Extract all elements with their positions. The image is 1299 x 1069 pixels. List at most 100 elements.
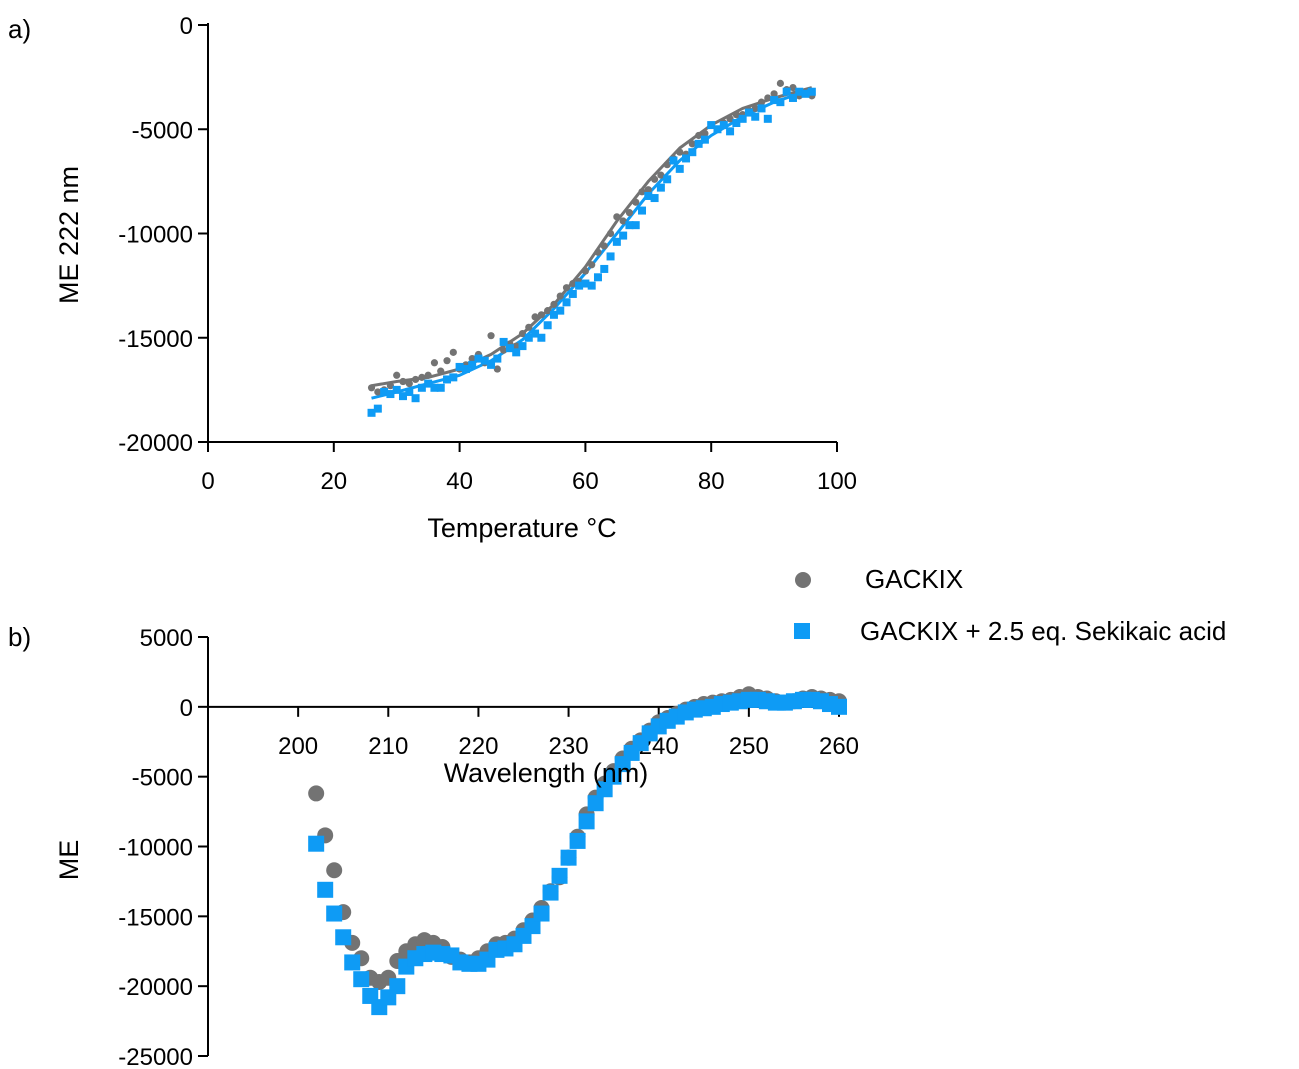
legend-square-marker bbox=[794, 623, 810, 639]
panel-b-x-tick-label: 250 bbox=[729, 733, 769, 760]
panel-a-x-axis-title: Temperature °C bbox=[427, 513, 616, 543]
legend-label-gackix: GACKIX bbox=[865, 564, 963, 594]
panel-b-point-sekikaic bbox=[596, 781, 613, 798]
panel-a-point-gackix bbox=[374, 388, 382, 396]
panel-a-point-sekikaic bbox=[518, 342, 527, 351]
panel-b-axes: 200 210 220 230 240 250 26050000-5000-10000-15… bbox=[118, 625, 859, 1069]
panel-a-point-sekikaic bbox=[380, 387, 389, 396]
panel-a-point-gackix bbox=[732, 111, 740, 119]
panel-b-point-sekikaic bbox=[831, 698, 847, 715]
legend: GACKIX GACKIX + 2.5 eq. Sekikaic acid bbox=[794, 564, 1226, 646]
legend-circle-marker bbox=[795, 572, 811, 588]
panel-a-point-sekikaic bbox=[619, 231, 628, 240]
panel-a-point-gackix bbox=[613, 213, 621, 221]
panel-a-point-gackix bbox=[556, 292, 564, 300]
panel-a-point-sekikaic bbox=[650, 194, 659, 203]
panel-b-y-tick-label: 5000 bbox=[140, 625, 193, 652]
panel-a-point-sekikaic bbox=[461, 365, 470, 374]
panel-b-x-tick-label: 200 bbox=[278, 733, 318, 760]
panel-a-point-sekikaic bbox=[568, 289, 577, 298]
panel-a-point-sekikaic bbox=[707, 121, 716, 130]
panel-a-label: a) bbox=[8, 14, 31, 44]
panel-a-point-gackix bbox=[632, 198, 640, 206]
panel-a-point-sekikaic bbox=[700, 135, 709, 144]
panel-a-point-sekikaic bbox=[638, 206, 647, 215]
panel-a-point-gackix bbox=[588, 261, 596, 269]
panel-a-point-sekikaic bbox=[405, 387, 414, 396]
panel-a-point-sekikaic bbox=[398, 392, 407, 401]
panel-a-point-sekikaic bbox=[373, 404, 382, 413]
panel-b-y-tick-label: -5000 bbox=[132, 765, 193, 792]
panel-a-point-sekikaic bbox=[556, 306, 565, 315]
panel-a-point-gackix bbox=[764, 94, 772, 102]
panel-b-point-sekikaic bbox=[353, 971, 370, 988]
panel-a-point-sekikaic bbox=[751, 112, 760, 121]
panel-a-point-gackix bbox=[537, 311, 545, 319]
panel-b-point-sekikaic bbox=[560, 849, 577, 866]
panel-a-point-sekikaic bbox=[537, 333, 546, 342]
panel-b-y-tick-label: 0 bbox=[180, 695, 193, 722]
panel-b-point-gackix bbox=[326, 862, 343, 879]
panel-a-point-gackix bbox=[550, 300, 558, 308]
panel-a-point-gackix bbox=[411, 375, 420, 384]
panel-a-point-sekikaic bbox=[455, 362, 464, 371]
panel-a-x-tick-label: 20 bbox=[320, 468, 347, 495]
panel-a-point-gackix bbox=[600, 242, 608, 250]
panel-a-y-tick-label: -5000 bbox=[132, 117, 193, 144]
panel-a-point-gackix bbox=[500, 346, 508, 354]
panel-a-point-sekikaic bbox=[549, 310, 558, 319]
panel-a-axes: 0 20 40 60 80 100 0 -5000 -10000 -15000 -20000 bbox=[118, 13, 857, 495]
panel-a-point-gackix bbox=[776, 79, 784, 87]
panel-a-point-gackix bbox=[726, 115, 734, 123]
panel-b-chart: b) 200 210 220 230 240 250 26050000-5000-10000… bbox=[8, 622, 859, 1069]
panel-a-point-gackix bbox=[424, 371, 432, 379]
panel-a-x-tick-label: 80 bbox=[698, 468, 725, 495]
panel-a-chart: a) 0 20 40 60 80 1000-5000-10000-15000-20000 … bbox=[8, 13, 857, 543]
panel-a-point-gackix bbox=[625, 209, 634, 217]
panel-a-point-gackix bbox=[443, 357, 451, 365]
panel-a-x-tick-label: 0 bbox=[201, 468, 214, 495]
panel-a-y-tick-label: -10000 bbox=[118, 222, 193, 249]
panel-a-point-gackix bbox=[487, 332, 495, 340]
panel-a-point-sekikaic bbox=[663, 175, 672, 184]
panel-a-point-gackix bbox=[518, 329, 527, 338]
panel-a-point-sekikaic bbox=[694, 139, 703, 148]
panel-b-y-axis-title: ME bbox=[54, 840, 84, 881]
panel-a-point-gackix bbox=[493, 365, 501, 373]
panel-a-point-sekikaic bbox=[593, 273, 602, 282]
panel-a-point-gackix bbox=[663, 161, 671, 169]
panel-a-point-sekikaic bbox=[524, 333, 533, 342]
panel-a-point-sekikaic bbox=[788, 93, 797, 102]
panel-b-y-tick-label: -25000 bbox=[118, 1044, 193, 1069]
panel-a-point-sekikaic bbox=[531, 329, 540, 338]
panel-a-point-sekikaic bbox=[587, 281, 596, 290]
panel-a-point-gackix bbox=[418, 373, 426, 381]
panel-a-point-sekikaic bbox=[562, 298, 571, 307]
panel-a-point-gackix bbox=[430, 359, 439, 367]
panel-a-point-sekikaic bbox=[738, 114, 747, 123]
panel-b-x-tick-label: 220 bbox=[458, 733, 498, 760]
panel-a-point-sekikaic bbox=[757, 104, 766, 113]
panel-b-point-sekikaic bbox=[308, 835, 325, 852]
panel-a-point-sekikaic bbox=[770, 96, 779, 105]
panel-a-point-sekikaic bbox=[631, 221, 640, 230]
panel-a-point-gackix bbox=[676, 148, 684, 156]
panel-b-point-sekikaic bbox=[326, 905, 343, 922]
panel-a-point-gackix bbox=[399, 377, 407, 386]
panel-a-point-sekikaic bbox=[682, 154, 691, 163]
panel-a-point-sekikaic bbox=[487, 360, 496, 369]
panel-a-point-sekikaic bbox=[386, 390, 395, 399]
panel-a-point-sekikaic bbox=[430, 383, 439, 392]
panel-a-point-sekikaic bbox=[411, 394, 420, 403]
panel-a-point-sekikaic bbox=[669, 156, 678, 165]
panel-b-y-tick-label: -10000 bbox=[118, 835, 193, 862]
panel-a-point-gackix bbox=[386, 382, 395, 390]
panel-a-point-gackix bbox=[531, 313, 539, 321]
panel-a-point-gackix bbox=[619, 217, 627, 225]
panel-a-point-gackix bbox=[650, 175, 659, 183]
panel-a-point-sekikaic bbox=[732, 118, 741, 127]
panel-a-point-gackix bbox=[606, 229, 615, 238]
panel-a-point-sekikaic bbox=[801, 89, 810, 98]
panel-a-point-sekikaic bbox=[512, 348, 521, 357]
panel-b-point-sekikaic bbox=[317, 881, 334, 898]
